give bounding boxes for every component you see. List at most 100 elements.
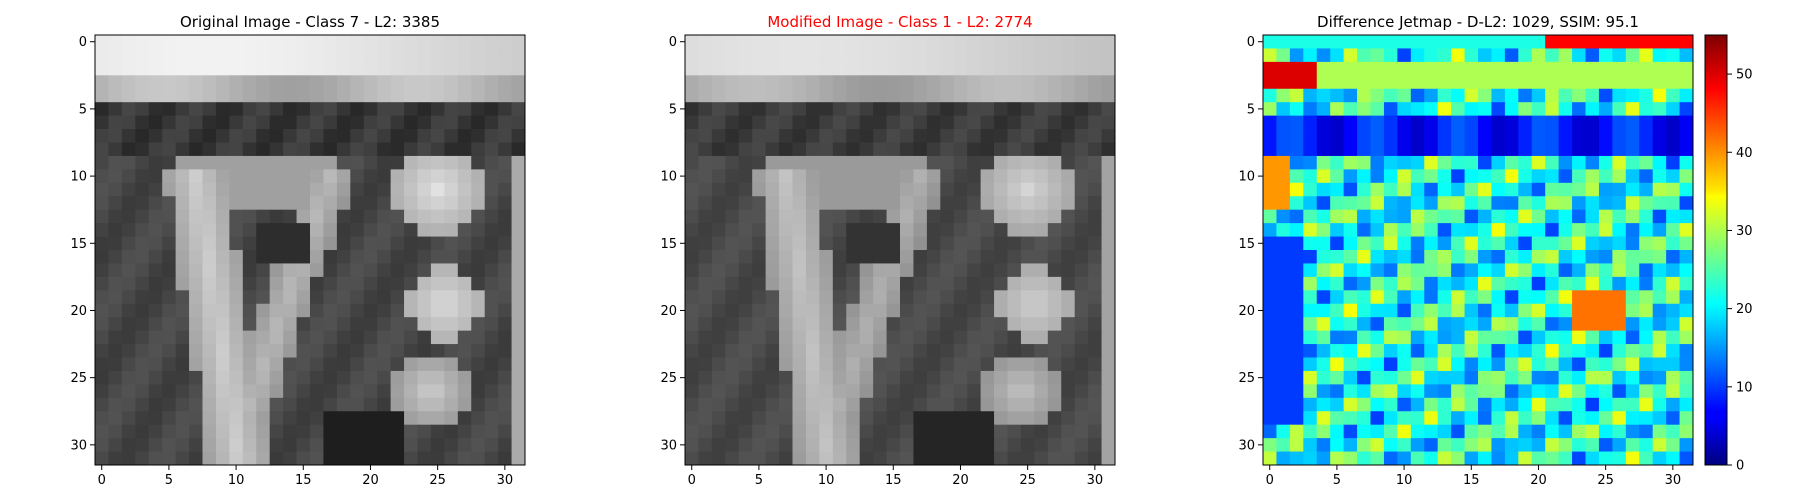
image-cell	[1343, 263, 1358, 278]
image-cell	[832, 317, 847, 332]
image-cell	[444, 142, 459, 157]
image-cell	[859, 344, 874, 358]
image-cell	[1424, 209, 1439, 224]
image-cell	[1330, 250, 1345, 264]
image-cell	[913, 263, 928, 278]
image-cell	[953, 330, 968, 345]
image-cell	[242, 223, 257, 237]
image-cell	[953, 424, 968, 439]
image-cell	[819, 344, 834, 358]
image-cell	[202, 61, 217, 76]
image-cell	[1316, 115, 1331, 130]
image-cell	[832, 397, 847, 412]
image-cell	[1020, 317, 1035, 332]
image-cell	[873, 115, 887, 130]
image-cell	[1343, 344, 1358, 358]
image-cell	[336, 236, 351, 251]
image-cell	[1316, 411, 1331, 426]
image-cell	[390, 236, 405, 251]
image-cell	[471, 290, 486, 305]
image-cell	[994, 236, 1008, 251]
image-cell	[1289, 196, 1304, 211]
image-cell	[1545, 35, 1560, 49]
image-cell	[900, 370, 914, 385]
image-cell	[752, 182, 767, 197]
image-cell	[1639, 384, 1654, 399]
image-cell	[229, 115, 244, 130]
image-cell	[242, 303, 257, 318]
y-tick-label: 5	[79, 102, 87, 117]
image-cell	[457, 263, 472, 278]
image-cell	[1437, 357, 1452, 372]
image-cell	[1020, 129, 1035, 143]
image-cell	[108, 142, 123, 157]
image-cell	[765, 209, 780, 224]
image-cell	[1666, 317, 1680, 332]
image-cell	[1572, 223, 1586, 237]
image-cell	[498, 115, 512, 130]
image-cell	[1357, 370, 1371, 385]
image-cell	[873, 209, 887, 224]
image-cell	[283, 129, 297, 143]
image-cell	[967, 223, 982, 237]
image-cell	[819, 142, 834, 157]
image-cell	[792, 411, 807, 426]
image-cell	[1545, 142, 1560, 157]
image-cell	[1343, 317, 1358, 332]
image-cell	[832, 438, 847, 452]
image-cell	[900, 142, 914, 157]
image-cell	[913, 303, 928, 318]
image-cell	[886, 276, 901, 291]
image-cell	[135, 263, 150, 278]
image-cell	[819, 88, 834, 103]
image-cell	[202, 182, 217, 197]
image-cell	[1545, 438, 1560, 452]
image-cell	[215, 438, 230, 452]
x-axis-original: 0 5 10 15 20 25 30	[98, 465, 513, 488]
image-cell	[765, 411, 780, 426]
image-cell	[256, 61, 271, 76]
image-cell	[1451, 397, 1465, 412]
image-cell	[269, 209, 284, 224]
image-cell	[108, 250, 123, 264]
image-cell	[1652, 115, 1667, 130]
image-cell	[698, 276, 713, 291]
image-cell	[1357, 451, 1371, 466]
image-cell	[1679, 303, 1694, 318]
image-cell	[980, 196, 995, 211]
image-cell	[1383, 263, 1398, 278]
image-cell	[1383, 115, 1398, 130]
image-cell	[283, 35, 297, 49]
image-cell	[1020, 102, 1035, 117]
image-cell	[1491, 182, 1506, 197]
image-cell	[1572, 155, 1586, 170]
image-cell	[108, 182, 123, 197]
image-cell	[1101, 61, 1116, 76]
image-cell	[135, 209, 150, 224]
image-cell	[430, 236, 445, 251]
image-cell	[95, 169, 109, 184]
image-cell	[752, 357, 767, 372]
image-cell	[377, 330, 392, 345]
image-cell	[1289, 397, 1304, 412]
image-cell	[1598, 48, 1613, 63]
image-cell	[162, 344, 177, 358]
image-cell	[1357, 196, 1371, 211]
image-cell	[1558, 424, 1573, 439]
image-cell	[242, 75, 257, 90]
image-cell	[1518, 196, 1533, 211]
image-cell	[1491, 209, 1506, 224]
image-cell	[430, 250, 445, 264]
image-cell	[805, 102, 820, 117]
image-cell	[1612, 397, 1627, 412]
image-cell	[404, 370, 418, 385]
image-cell	[765, 344, 780, 358]
image-cell	[1639, 102, 1654, 117]
image-cell	[121, 75, 136, 90]
image-cell	[283, 397, 297, 412]
image-cell	[1652, 142, 1667, 157]
image-cell	[215, 61, 230, 76]
image-cell	[417, 317, 432, 332]
image-cell	[175, 35, 190, 49]
x-tick-label: 0	[1266, 473, 1274, 488]
